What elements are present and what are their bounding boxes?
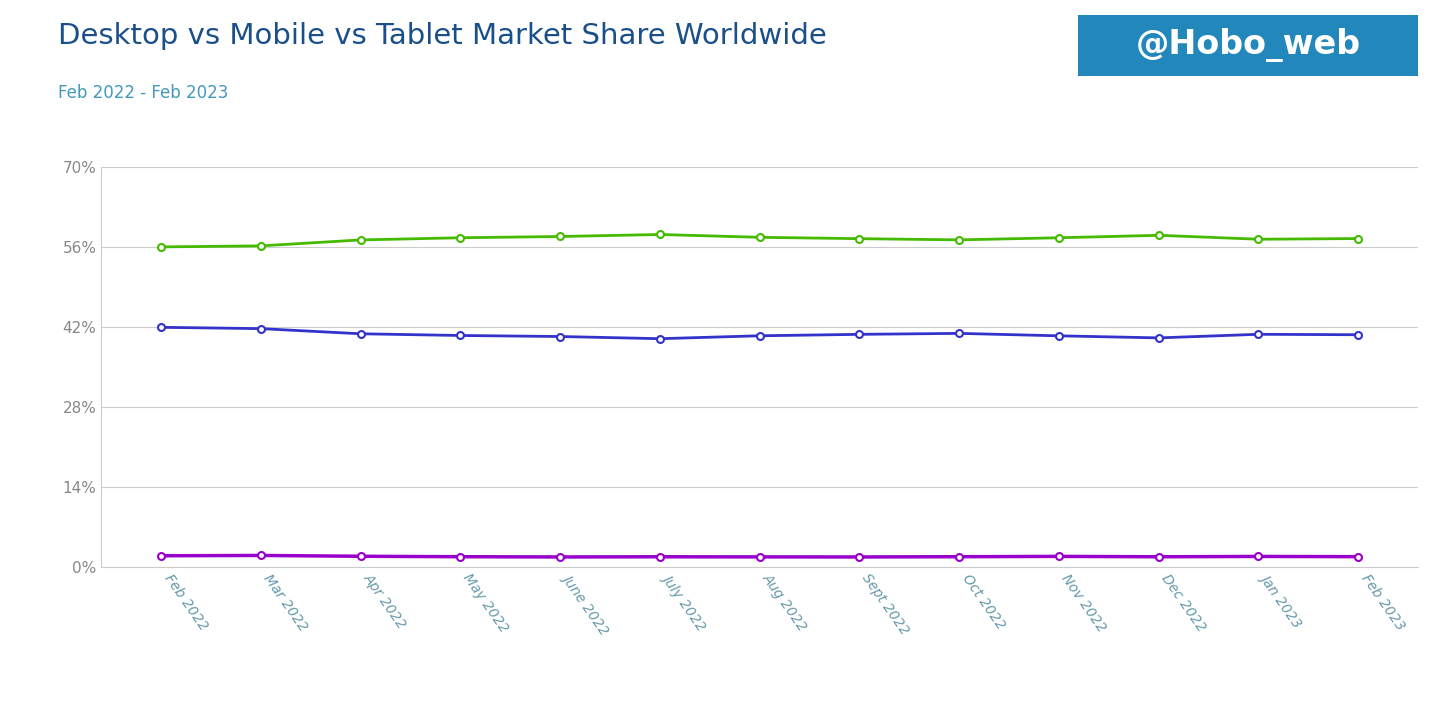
Text: Feb 2022 - Feb 2023: Feb 2022 - Feb 2023 [58, 84, 229, 102]
Text: @Hobo_web: @Hobo_web [1136, 28, 1360, 63]
Text: Desktop vs Mobile vs Tablet Market Share Worldwide: Desktop vs Mobile vs Tablet Market Share… [58, 22, 826, 50]
